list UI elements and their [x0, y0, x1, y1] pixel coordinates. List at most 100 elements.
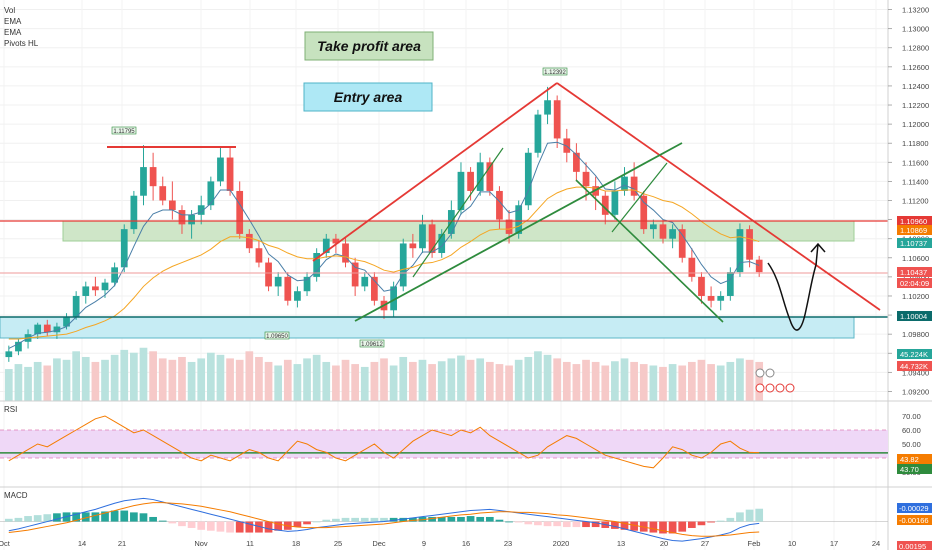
macd-tag-label: -0.00029: [899, 504, 929, 513]
price-tick-label: 1.12200: [902, 101, 929, 110]
price-tag-box: [897, 216, 932, 226]
macd-histogram-bar: [14, 517, 23, 522]
pivot-label-3: 1.09650: [266, 334, 288, 340]
volume-bar: [303, 358, 311, 401]
price-tick-label: 1.11800: [902, 139, 929, 148]
time-tick-label: 10: [788, 539, 796, 548]
volume-bar: [524, 356, 533, 401]
time-tick-label: 2020: [553, 539, 570, 548]
forecast-arrow-shaft: [815, 243, 819, 266]
event-icon-6[interactable]: [785, 383, 795, 393]
candle-body: [457, 171, 465, 211]
macd-histogram-bar: [524, 521, 533, 525]
candle-body: [611, 190, 619, 215]
macd-histogram-bar: [620, 521, 629, 530]
macd-histogram-bar: [149, 516, 157, 522]
candle-body: [505, 219, 513, 234]
event-icons[interactable]: [755, 368, 795, 393]
candle-body: [5, 351, 13, 358]
rsi-tag-box: [897, 464, 932, 474]
volume-bar: [178, 356, 186, 401]
macd-histogram-bar: [332, 518, 340, 522]
candle-body: [120, 229, 128, 268]
macd-tag-box: [897, 515, 932, 525]
candle-body: [601, 195, 609, 215]
volume-bar: [572, 364, 581, 401]
macd-histogram-bar: [399, 517, 408, 522]
price-tag-label: 1.10004: [900, 312, 927, 321]
volume-bar: [485, 361, 494, 401]
macd-histogram-bar: [312, 521, 321, 523]
rsi-tick-label: 70.00: [902, 412, 921, 421]
volume-bar: [380, 358, 388, 401]
macd-histogram-bar: [72, 512, 80, 522]
time-tick-label: Oct: [0, 539, 11, 548]
candle-body: [409, 243, 417, 249]
time-tick-label: 17: [830, 539, 838, 548]
volume-bar: [389, 365, 398, 401]
volume-bar: [649, 365, 658, 401]
macd-histogram-bar: [370, 517, 379, 522]
volume-bar: [620, 358, 629, 401]
volume-bar: [745, 359, 754, 401]
volume-bar: [418, 359, 427, 401]
macd-histogram-bar: [389, 517, 398, 522]
price-tick-label: 1.12000: [902, 120, 929, 129]
volume-bar: [322, 361, 331, 401]
macd-histogram-bar: [341, 517, 350, 522]
candle-body: [496, 190, 503, 220]
candle-body: [630, 176, 638, 196]
volume-bar: [341, 359, 350, 401]
rsi-tick-label: 50.00: [902, 440, 921, 449]
candle-body: [746, 229, 753, 260]
candle-body: [313, 253, 321, 277]
candle-body: [149, 167, 157, 187]
event-icon-5[interactable]: [775, 383, 785, 393]
event-icon-1[interactable]: [755, 368, 765, 378]
candle-body: [659, 224, 667, 239]
macd-histogram-bar: [158, 520, 167, 522]
candle-body: [274, 276, 282, 287]
price-tag-box: [897, 349, 932, 359]
volume-bar: [639, 364, 648, 401]
macd-histogram-bar: [322, 519, 331, 522]
macd-signal-line: [8, 502, 760, 537]
candle-body: [217, 157, 224, 182]
volume-bar: [332, 365, 340, 401]
entry-label-text: Entry area: [334, 89, 403, 105]
event-icon-2[interactable]: [765, 368, 775, 378]
macd-histogram-bar: [697, 521, 706, 526]
macd-histogram-bar: [553, 521, 562, 527]
volume-bar: [33, 361, 42, 401]
macd-histogram-bar: [591, 521, 600, 528]
price-tick-label: 1.10600: [902, 254, 929, 263]
time-axis[interactable]: Oct 14 21 Nov 11 18 25 Dec 9 16 23 2020 13 20 27 Feb 10 1…: [0, 539, 880, 548]
macd-histogram-bar: [514, 521, 523, 523]
volume-bar: [139, 347, 148, 401]
green-trend-up: [354, 142, 683, 322]
candle-body: [101, 282, 109, 291]
volume-bar: [14, 364, 23, 401]
pivot-label-1: 1.11795: [113, 129, 135, 135]
volume-bar: [591, 361, 600, 401]
volume-bar: [726, 361, 735, 401]
volume-bar: [245, 351, 254, 401]
time-tick-label: 14: [78, 539, 86, 548]
volume-bar: [457, 355, 465, 401]
macd-histogram-bar: [476, 516, 485, 522]
price-tick-label: 1.09200: [902, 387, 929, 396]
candle-body: [726, 272, 734, 296]
event-icon-3[interactable]: [755, 383, 765, 393]
volume-bar: [216, 354, 225, 401]
pivot-label-2-box: [542, 67, 568, 76]
candle-body: [197, 205, 205, 215]
price-tag-box: [897, 361, 932, 371]
candle-body: [399, 243, 407, 287]
macd-histogram-bar: [101, 511, 109, 522]
macd-histogram-bar: [485, 516, 494, 522]
pivot-label-3-box: [264, 331, 290, 340]
candle-body: [111, 267, 118, 283]
green-trend-small-2: [611, 162, 668, 233]
macd-histogram-bar: [611, 521, 619, 529]
event-icon-4[interactable]: [765, 383, 775, 393]
